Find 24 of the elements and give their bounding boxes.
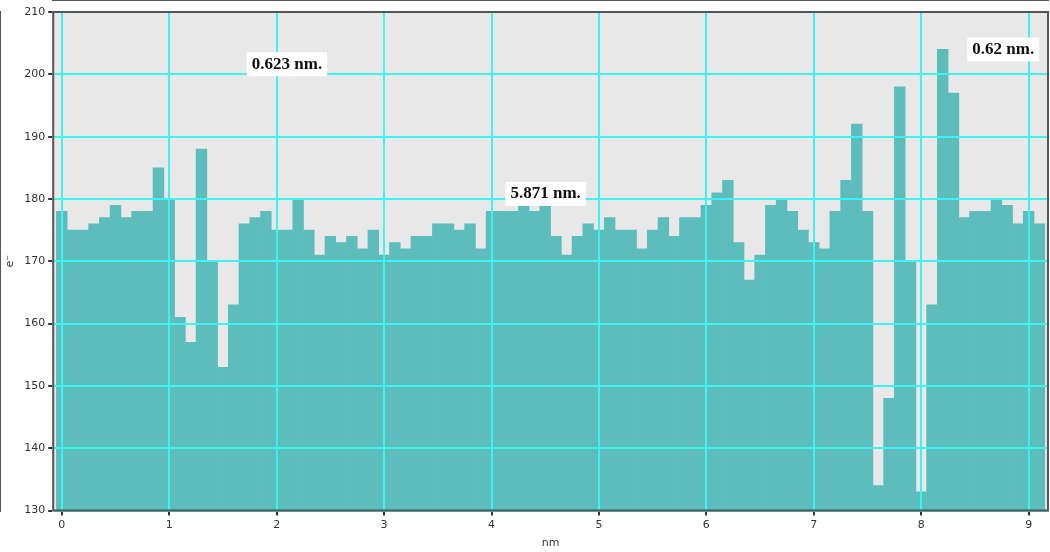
y-tick-label: 160 [24, 316, 46, 330]
y-tick-label: 200 [24, 67, 46, 81]
y-tick-label: 190 [24, 129, 46, 143]
y-tick-label: 170 [24, 254, 46, 268]
x-tick-label: 2 [273, 518, 281, 532]
x-tick-label: 7 [810, 518, 818, 532]
x-axis-title: nm [541, 536, 560, 550]
x-tick-label: 9 [1025, 518, 1033, 532]
annotation: 0.623 nm. [251, 53, 323, 73]
y-tick-label: 150 [24, 378, 46, 392]
x-tick-label: 4 [488, 518, 496, 532]
x-tick-label: 8 [917, 518, 925, 532]
y-axis-title: e⁻ [3, 254, 17, 268]
y-tick-label: 140 [24, 441, 46, 455]
x-tick-label: 1 [165, 518, 173, 532]
y-tick-label: 210 [24, 4, 46, 18]
x-tick-label: 5 [595, 518, 603, 532]
annotation: 5.871 nm. [510, 183, 581, 203]
x-tick-label: 3 [380, 518, 388, 532]
x-tick-label: 0 [58, 518, 66, 532]
x-tick-label: 6 [702, 518, 710, 532]
y-tick-label: 180 [24, 191, 46, 205]
annotation: 0.62 nm. [972, 38, 1035, 58]
y-tick-label: 130 [24, 503, 46, 517]
